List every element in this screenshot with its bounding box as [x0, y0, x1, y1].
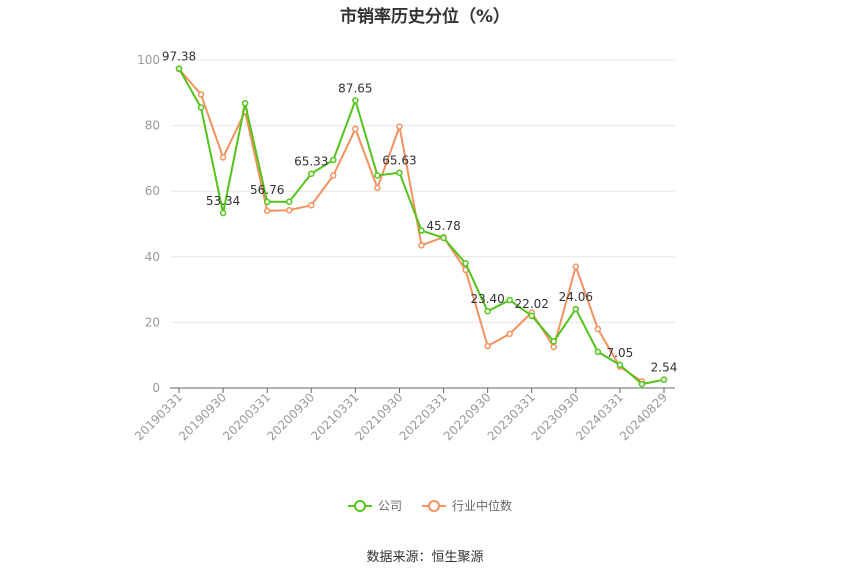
- data-point[interactable]: [572, 263, 580, 270]
- chart-title: 市销率历史分位（%）: [339, 7, 511, 27]
- data-label: 87.65: [338, 82, 372, 96]
- data-point[interactable]: [330, 172, 337, 179]
- data-point[interactable]: [506, 330, 513, 338]
- data-point[interactable]: [352, 125, 359, 133]
- data-point[interactable]: [638, 380, 646, 388]
- data-point[interactable]: [374, 184, 381, 192]
- legend-marker-icon: [354, 500, 366, 512]
- series-line-0: [178, 68, 665, 386]
- data-label: 97.38: [162, 50, 196, 64]
- y-tick-label: 0: [152, 381, 160, 395]
- data-point[interactable]: [308, 170, 315, 177]
- y-tick-label: 100: [137, 53, 160, 67]
- data-point[interactable]: [594, 325, 602, 333]
- data-point[interactable]: [308, 202, 315, 209]
- legend-label: 公司: [378, 499, 402, 513]
- data-point[interactable]: [616, 361, 624, 369]
- data-label: 45.78: [426, 219, 460, 233]
- data-label: 65.63: [382, 154, 416, 168]
- legend[interactable]: 公司 行业中位数: [348, 498, 512, 513]
- data-point[interactable]: [594, 348, 602, 356]
- legend-marker-icon: [428, 500, 440, 512]
- legend-item-1[interactable]: 行业中位数: [422, 498, 512, 513]
- data-point[interactable]: [396, 123, 403, 130]
- data-point[interactable]: [418, 227, 425, 234]
- axis-layer: 0204060801002019033120190930202003312020…: [132, 53, 675, 443]
- data-label: 23.40: [470, 292, 504, 306]
- data-point[interactable]: [285, 198, 293, 205]
- grid-layer: [170, 59, 675, 323]
- data-label: 53.34: [206, 194, 240, 208]
- data-point[interactable]: [241, 100, 249, 107]
- data-point[interactable]: [528, 312, 535, 320]
- data-point[interactable]: [219, 154, 227, 161]
- data-label: 65.33: [294, 155, 328, 169]
- x-tick-label: 20240829: [617, 390, 670, 443]
- legend-label: 行业中位数: [452, 498, 512, 513]
- data-point[interactable]: [330, 156, 337, 164]
- series-line-1: [178, 68, 643, 383]
- source-note: 数据来源：恒生聚源: [366, 550, 484, 565]
- data-point[interactable]: [418, 242, 425, 249]
- data-label: 22.02: [515, 297, 549, 311]
- y-tick-label: 20: [145, 315, 160, 329]
- data-point[interactable]: [263, 198, 271, 206]
- data-point[interactable]: [374, 172, 381, 179]
- data-point[interactable]: [550, 343, 558, 351]
- data-point[interactable]: [197, 104, 205, 111]
- data-point[interactable]: [197, 91, 205, 98]
- data-point[interactable]: [285, 206, 293, 214]
- data-point[interactable]: [462, 260, 469, 267]
- data-label-layer: 97.38 53.34 56.76 65.33 87.65 65.63 45.78 23.40…: [162, 50, 678, 375]
- data-label: 2.54: [651, 361, 678, 375]
- series-layer: [175, 65, 668, 388]
- data-point[interactable]: [352, 97, 359, 104]
- data-point[interactable]: [175, 65, 183, 72]
- y-tick-label: 60: [145, 184, 160, 198]
- data-label: 24.06: [559, 290, 593, 304]
- data-point[interactable]: [396, 169, 403, 176]
- data-point[interactable]: [440, 234, 447, 242]
- data-point[interactable]: [219, 209, 227, 217]
- data-point[interactable]: [506, 296, 513, 304]
- data-point[interactable]: [550, 338, 558, 345]
- data-point[interactable]: [263, 207, 271, 215]
- data-label: 56.76: [250, 183, 284, 197]
- data-label: 7.05: [607, 346, 634, 360]
- data-point[interactable]: [572, 305, 580, 313]
- legend-item-0[interactable]: 公司: [348, 499, 402, 513]
- data-point[interactable]: [660, 376, 668, 383]
- y-tick-label: 40: [145, 250, 160, 264]
- data-point[interactable]: [484, 307, 491, 315]
- y-tick-label: 80: [145, 119, 160, 133]
- data-point[interactable]: [484, 342, 491, 350]
